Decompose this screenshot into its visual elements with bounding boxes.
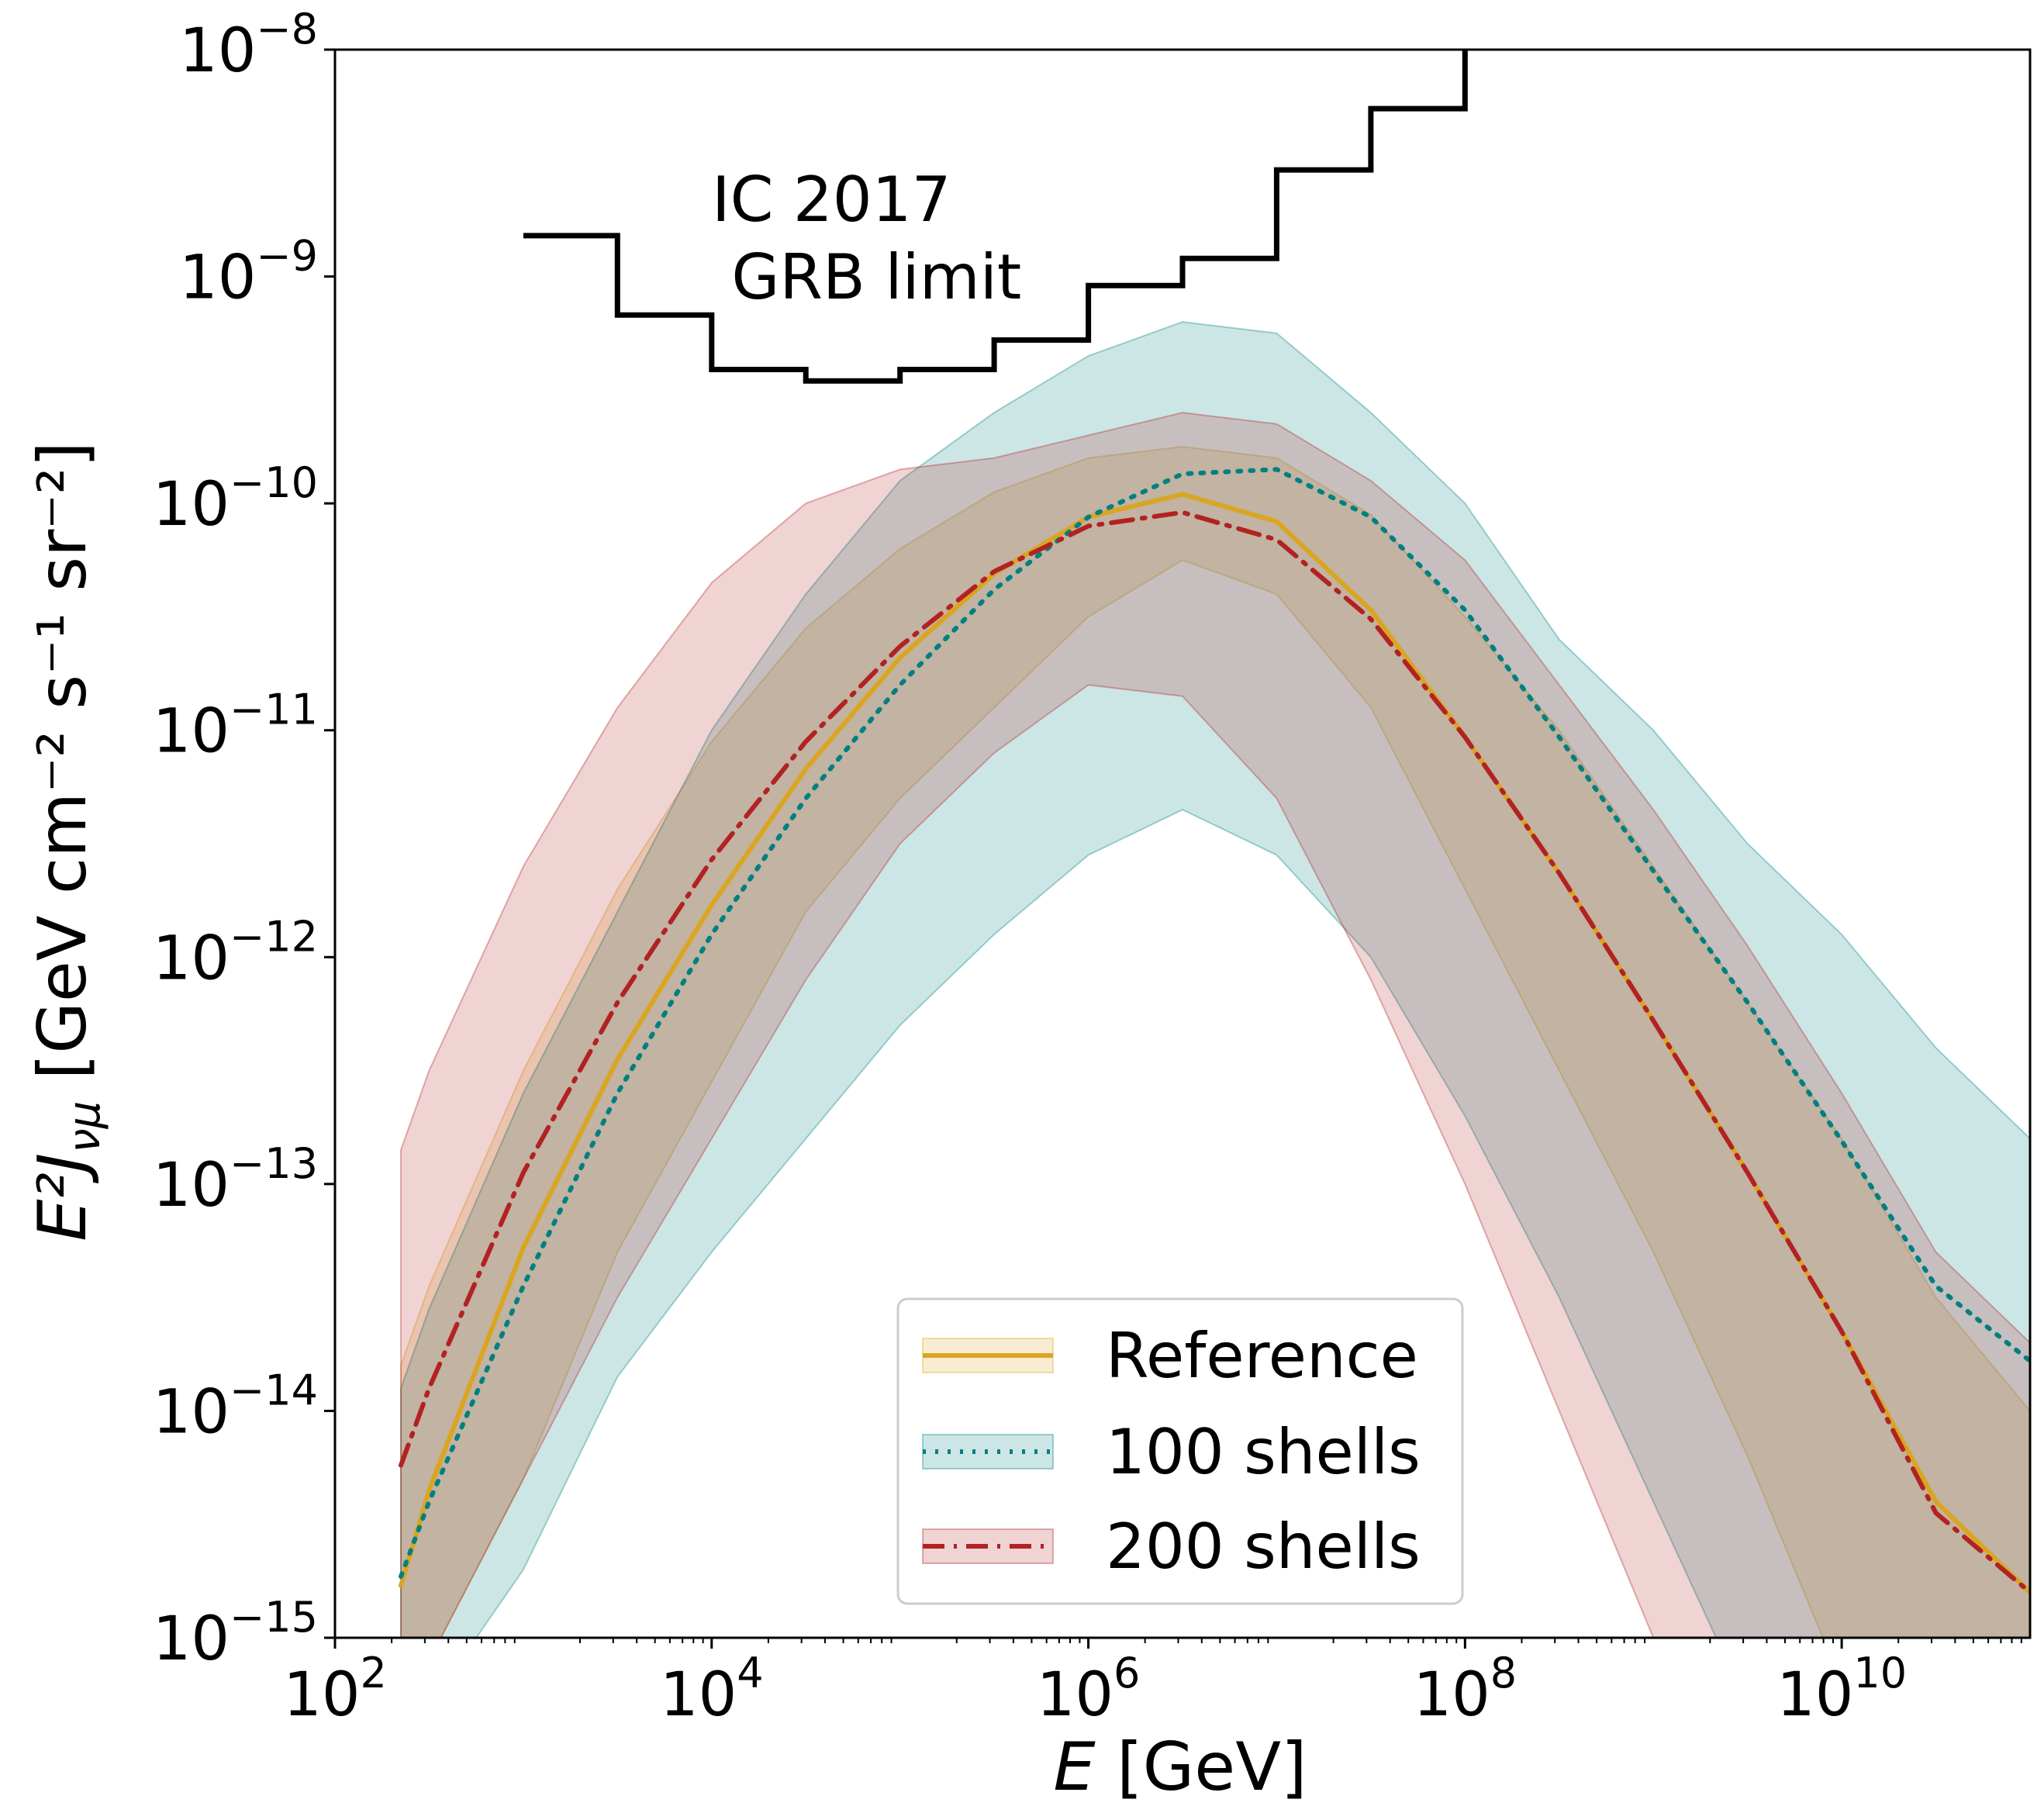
x-tick-label: 106 [1037,1649,1141,1730]
legend-frame [896,1297,1464,1605]
y-axis-label: E²Jνμ [GeV cm⁻² s⁻¹ sr⁻²] [24,441,110,1242]
line-100-shells [399,467,2030,1579]
x-axis-label-unit: [GeV] [1096,1728,1307,1806]
x-tick-label: 108 [1414,1649,1517,1730]
y-tick-label: 10−13 [153,1139,318,1221]
y-tick-label: 10−11 [153,686,318,767]
ic2017-limit-line [523,50,1468,384]
x-tick-label: 1010 [1776,1649,1907,1730]
y-axis-label-var: E²J [24,1153,102,1242]
y-tick-label: 10−10 [153,458,318,540]
y-axis-ticks: 10−8 10−9 10−10 10−11 10−12 10−13 10−14 10−15 [153,5,335,1674]
band-reference [400,445,2030,1638]
x-tick-label: 104 [660,1649,764,1730]
legend-entries: Reference 100 shells 200 shells [922,1320,1421,1583]
legend-label: Reference [1106,1320,1418,1392]
plot-frame [333,48,2032,1639]
y-tick-label: 10−15 [153,1593,318,1674]
x-axis-ticks: 102 104 106 108 1010 [283,1638,2022,1730]
line-200-shells [399,509,2030,1595]
legend-label: 100 shells [1106,1416,1421,1488]
band-100-shells [400,321,2030,1638]
series-lines [399,467,2030,1595]
limit-annotation-line1: IC 2017 [712,164,951,236]
y-axis-label-sub: νμ [60,1101,110,1153]
band-200-shells [400,412,2030,1638]
uncertainty-bands [400,321,2030,1638]
legend-label: 200 shells [1106,1511,1421,1583]
y-tick-label: 10−8 [179,5,318,86]
legend: Reference 100 shells 200 shells [896,1297,1464,1605]
ic2017-limit-layer [523,50,1468,384]
x-axis-label: E [GeV] [1053,1728,1307,1806]
y-tick-label: 10−9 [179,232,318,313]
x-tick-label: 102 [283,1649,387,1730]
y-axis-label-unit: [GeV cm⁻² s⁻¹ sr⁻²] [24,441,102,1100]
x-axis-label-var: E [1053,1728,1096,1806]
limit-annotation-line2: GRB limit [712,241,1021,313]
y-tick-label: 10−14 [153,1366,318,1447]
y-tick-label: 10−12 [153,912,318,993]
